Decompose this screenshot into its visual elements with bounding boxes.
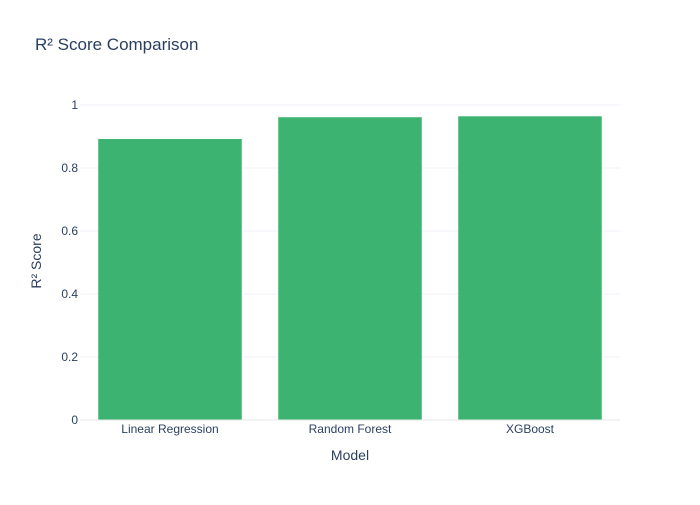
x-tick-label: XGBoost bbox=[506, 422, 555, 436]
y-tick-label: 0.4 bbox=[61, 287, 78, 301]
bars bbox=[97, 115, 603, 421]
x-tick-label: Random Forest bbox=[309, 422, 392, 436]
y-tick-label: 1 bbox=[71, 98, 78, 112]
x-axis-ticks: Linear Regression Random Forest XGBoost bbox=[121, 422, 554, 436]
y-tick-label: 0 bbox=[71, 413, 78, 427]
y-tick-label: 0.2 bbox=[61, 350, 78, 364]
bar bbox=[277, 116, 423, 421]
y-axis-title: R² Score bbox=[28, 233, 44, 288]
y-axis-ticks: 0 0.2 0.4 0.6 0.8 1 bbox=[61, 98, 78, 427]
y-tick-label: 0.8 bbox=[61, 161, 78, 175]
bar bbox=[457, 115, 603, 421]
y-tick-label: 0.6 bbox=[61, 224, 78, 238]
bar bbox=[97, 138, 243, 421]
x-axis-title: Model bbox=[331, 447, 369, 463]
x-tick-label: Linear Regression bbox=[121, 422, 218, 436]
chart-title: R² Score Comparison bbox=[35, 35, 198, 54]
